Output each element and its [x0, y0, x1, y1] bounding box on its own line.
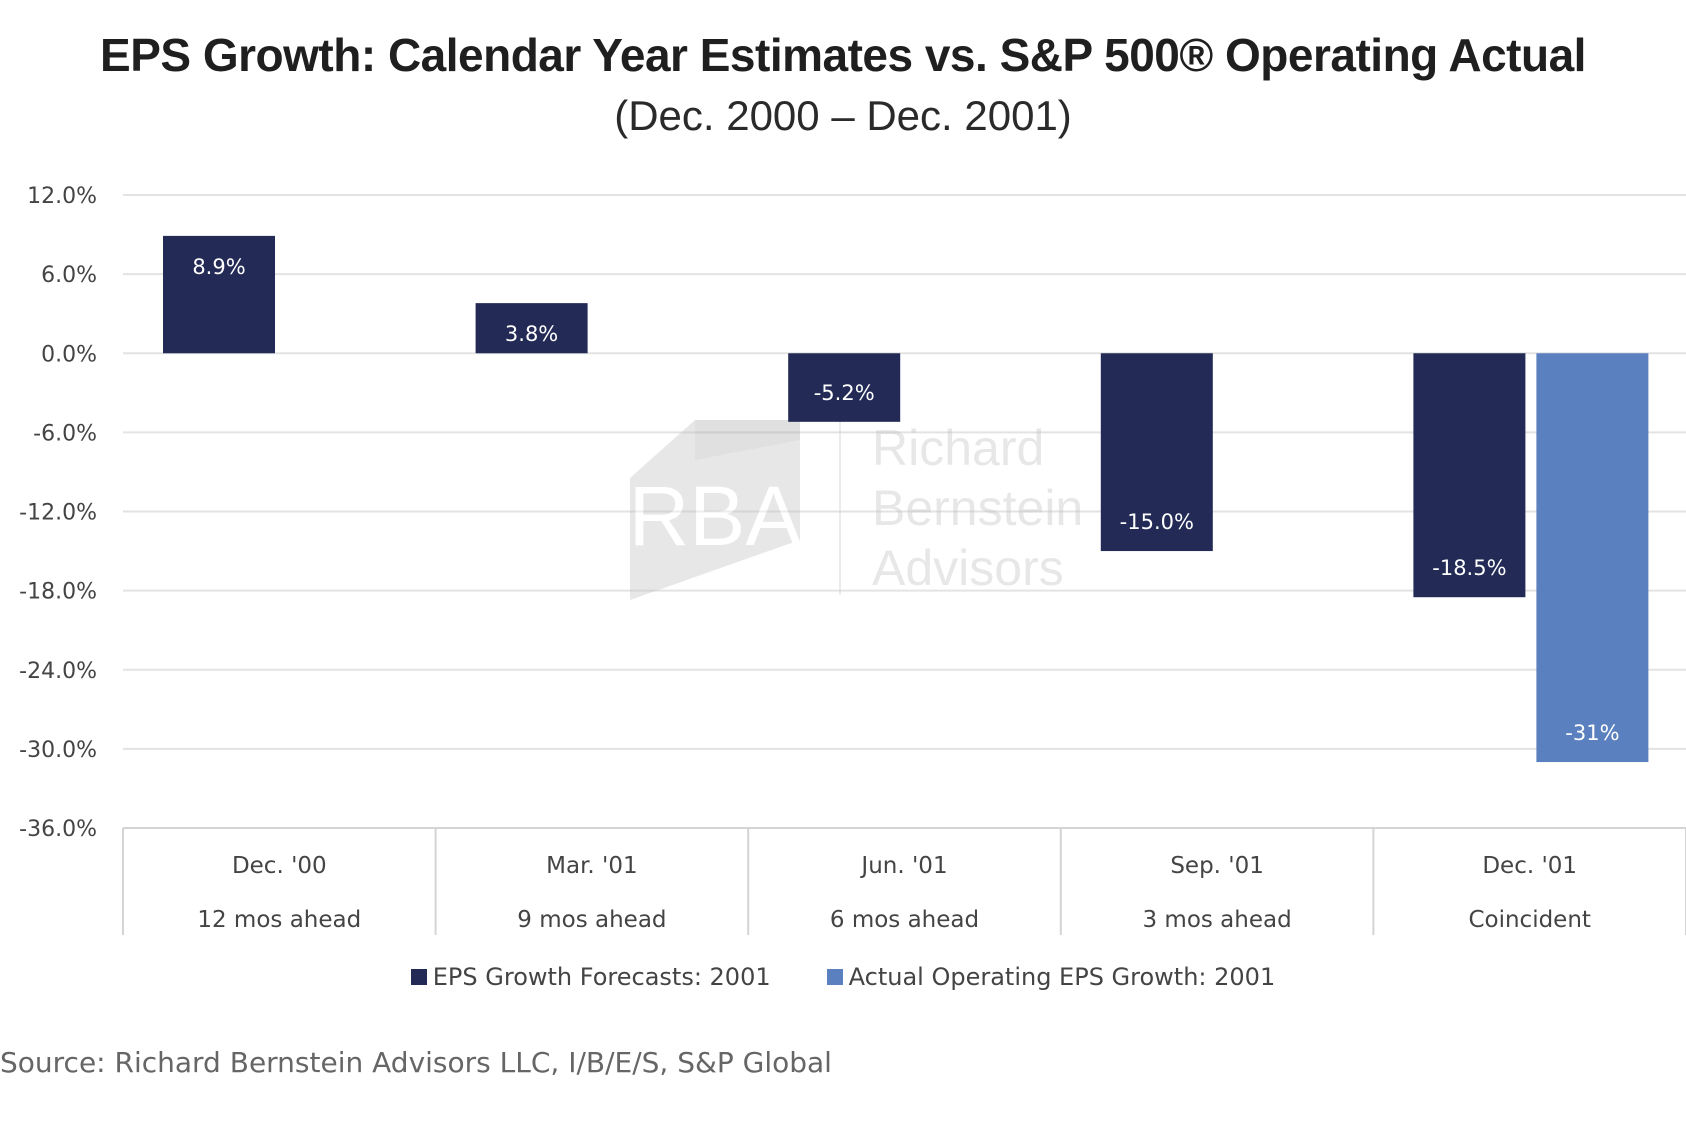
x-tick-sublabel: 6 mos ahead [830, 907, 979, 933]
legend-label-forecast: EPS Growth Forecasts: 2001 [432, 963, 771, 991]
y-tick-label: 0.0% [41, 342, 97, 367]
data-label: -31% [1565, 721, 1619, 745]
x-tick-sublabel: 3 mos ahead [1142, 907, 1291, 933]
bar-forecast [1413, 353, 1526, 598]
y-axis: 12.0% 6.0% 0.0% -6.0% -12.0% -18.0% -24.0% -30.… [19, 184, 97, 842]
data-label: 3.8% [505, 322, 558, 346]
legend-swatch-actual [826, 969, 843, 985]
y-tick-label: -18.0% [19, 580, 97, 605]
chart-title: EPS Growth: Calendar Year Estimates vs. … [100, 29, 1586, 81]
watermark-name-line: Advisors [872, 540, 1064, 596]
data-label: -5.2% [814, 381, 875, 405]
x-tick-sublabel: 9 mos ahead [517, 907, 666, 933]
legend: EPS Growth Forecasts: 2001 Actual Operat… [0, 963, 1686, 991]
data-label: -18.5% [1432, 556, 1506, 580]
data-label: -15.0% [1120, 510, 1194, 534]
y-tick-label: -24.0% [19, 659, 97, 684]
watermark-name-line: Richard [872, 420, 1044, 476]
bar-actual [1536, 353, 1649, 763]
watermark-logo: RBA Richard Bernstein Advisors [629, 420, 1083, 600]
x-tick-label: Dec. '01 [1482, 853, 1577, 879]
bar-forecast [788, 353, 901, 422]
watermark-logo-text: RBA [629, 469, 802, 563]
watermark-logo-shape [630, 420, 800, 600]
legend-item-forecast: EPS Growth Forecasts: 2001 [410, 963, 771, 991]
x-tick-sublabel: Coincident [1468, 907, 1590, 933]
bar-forecast [1100, 353, 1213, 552]
legend-label-actual: Actual Operating EPS Growth: 2001 [848, 963, 1276, 991]
bar-forecast [475, 303, 588, 354]
y-tick-label: 6.0% [41, 263, 97, 288]
y-tick-label: -36.0% [19, 817, 97, 842]
bars: 8.9% 3.8% -5.2% -15.0% -18.5% -31% [163, 235, 1649, 763]
x-tick-label: Sep. '01 [1170, 853, 1264, 879]
bar-forecast [163, 235, 275, 354]
y-tick-label: -12.0% [19, 501, 97, 526]
y-tick-label: -30.0% [19, 738, 97, 763]
y-tick-label: -6.0% [33, 421, 97, 446]
chart-subtitle: (Dec. 2000 – Dec. 2001) [614, 92, 1072, 139]
x-axis: Dec. '00 12 mos ahead Mar. '01 9 mos ahead J… [122, 828, 1686, 935]
x-tick-label: Dec. '00 [232, 853, 327, 879]
data-label: 8.9% [192, 255, 245, 279]
source-note: Source: Richard Bernstein Advisors LLC, … [0, 1046, 832, 1079]
x-tick-label: Jun. '01 [859, 853, 947, 879]
y-tick-label: 12.0% [27, 184, 97, 209]
legend-item-actual: Actual Operating EPS Growth: 2001 [826, 963, 1276, 991]
watermark-name-line: Bernstein [872, 480, 1083, 536]
x-tick-sublabel: 12 mos ahead [197, 907, 361, 933]
watermark-logo-fold [695, 420, 800, 460]
legend-swatch-forecast [410, 969, 427, 985]
x-tick-label: Mar. '01 [546, 853, 638, 879]
